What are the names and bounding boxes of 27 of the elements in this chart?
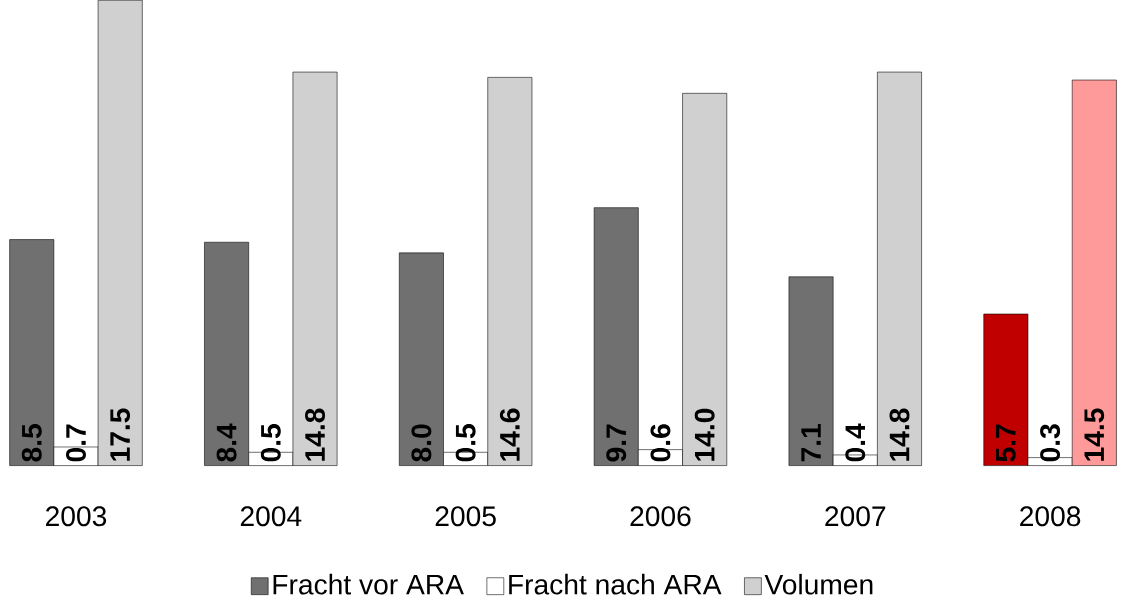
data-label: 8.5	[21, 423, 42, 462]
x-tick-label: 2003	[46, 506, 107, 527]
data-label: 0.6	[650, 424, 671, 462]
legend-label: Fracht vor ARA	[273, 573, 464, 595]
data-label: 14.8	[889, 408, 910, 461]
data-label: 9.7	[606, 424, 627, 462]
data-label: 8.4	[216, 423, 237, 462]
x-tick-label: 2008	[1020, 506, 1081, 527]
data-label: 0.3	[1040, 424, 1061, 462]
data-label: 0.5	[260, 423, 281, 462]
data-label: 8.0	[411, 424, 432, 462]
data-label: 0.7	[66, 424, 86, 462]
data-label: 14.6	[499, 408, 520, 461]
data-label: 0.5	[455, 423, 476, 462]
data-label: 14.5	[1084, 408, 1105, 461]
data-label: 17.5	[110, 408, 131, 461]
data-label: 7.1	[801, 423, 821, 462]
x-tick-label: 2007	[825, 506, 886, 527]
legend-label: Volumen	[764, 573, 873, 595]
x-tick-label: 2004	[240, 506, 302, 527]
data-label: 0.4	[845, 423, 866, 462]
data-label: 14.8	[305, 408, 325, 461]
x-tick-label: 2006	[630, 506, 691, 527]
data-label: 14.0	[694, 408, 715, 461]
data-label: 5.7	[996, 424, 1016, 462]
x-tick-label: 2005	[435, 506, 496, 527]
legend-label: Fracht nach ARA	[509, 573, 722, 595]
